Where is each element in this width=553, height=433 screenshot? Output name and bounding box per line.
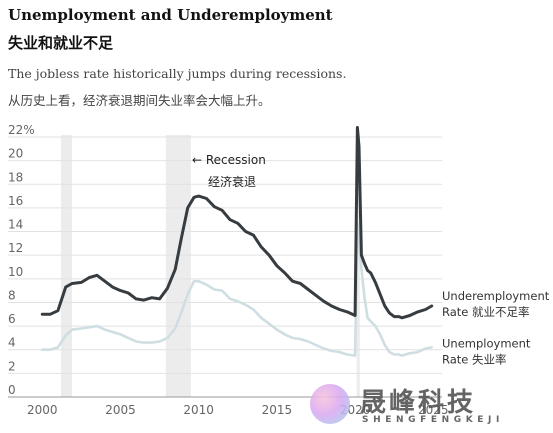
x-tick-label: 2025	[418, 403, 449, 417]
y-tick-label: 0	[8, 383, 16, 397]
series-line-unemployment-rate	[41, 222, 433, 357]
chart-subtitle: The jobless rate historically jumps duri…	[8, 66, 347, 81]
y-tick-label: 18	[8, 170, 23, 184]
recession-annotation-cn: 经济衰退	[208, 174, 256, 189]
series-label-name: Underemployment	[442, 289, 550, 303]
recession-band-0	[61, 135, 72, 397]
y-tick-label: 8	[8, 288, 16, 302]
y-tick-label: 20	[8, 147, 23, 161]
watermark-text-cn: 晟峰科技	[360, 388, 477, 418]
x-tick-label: 2010	[183, 403, 214, 417]
y-tick-label: 2	[8, 359, 16, 373]
recession-band-2	[356, 135, 360, 397]
series-label-name-cn: Rate 失业率	[442, 352, 507, 366]
y-tick-label: 10	[8, 265, 23, 279]
chart-title-cn: 失业和就业不足	[8, 34, 114, 52]
y-tick-label: 16	[8, 194, 23, 208]
x-tick-label: 2015	[262, 403, 293, 417]
watermark-text-en: SHENGFENGKEJI	[362, 415, 504, 425]
watermark-logo-icon	[310, 384, 350, 424]
chart-title: Unemployment and Underemployment	[8, 6, 333, 24]
x-tick-label: 2000	[27, 403, 58, 417]
y-tick-label: 12	[8, 241, 23, 255]
y-tick-label: 6	[8, 312, 16, 326]
y-tick-label: 14	[8, 218, 23, 232]
series-label-name-cn: Rate 就业不足率	[442, 305, 530, 319]
series-line-underemployment-rate	[40, 126, 434, 320]
recession-annotation: ← Recession	[192, 153, 266, 167]
x-tick-label: 2005	[105, 403, 136, 417]
series-label-name: Unemployment	[442, 336, 531, 350]
y-tick-label: 4	[8, 336, 16, 350]
watermark: 晟峰科技 SHENGFENGKEJI	[310, 382, 520, 430]
recession-band-1	[165, 135, 191, 397]
chart-subtitle-cn: 从历史上看，经济衰退期间失业率会大幅上升。	[8, 93, 271, 108]
y-tick-label: 22%	[8, 123, 35, 137]
